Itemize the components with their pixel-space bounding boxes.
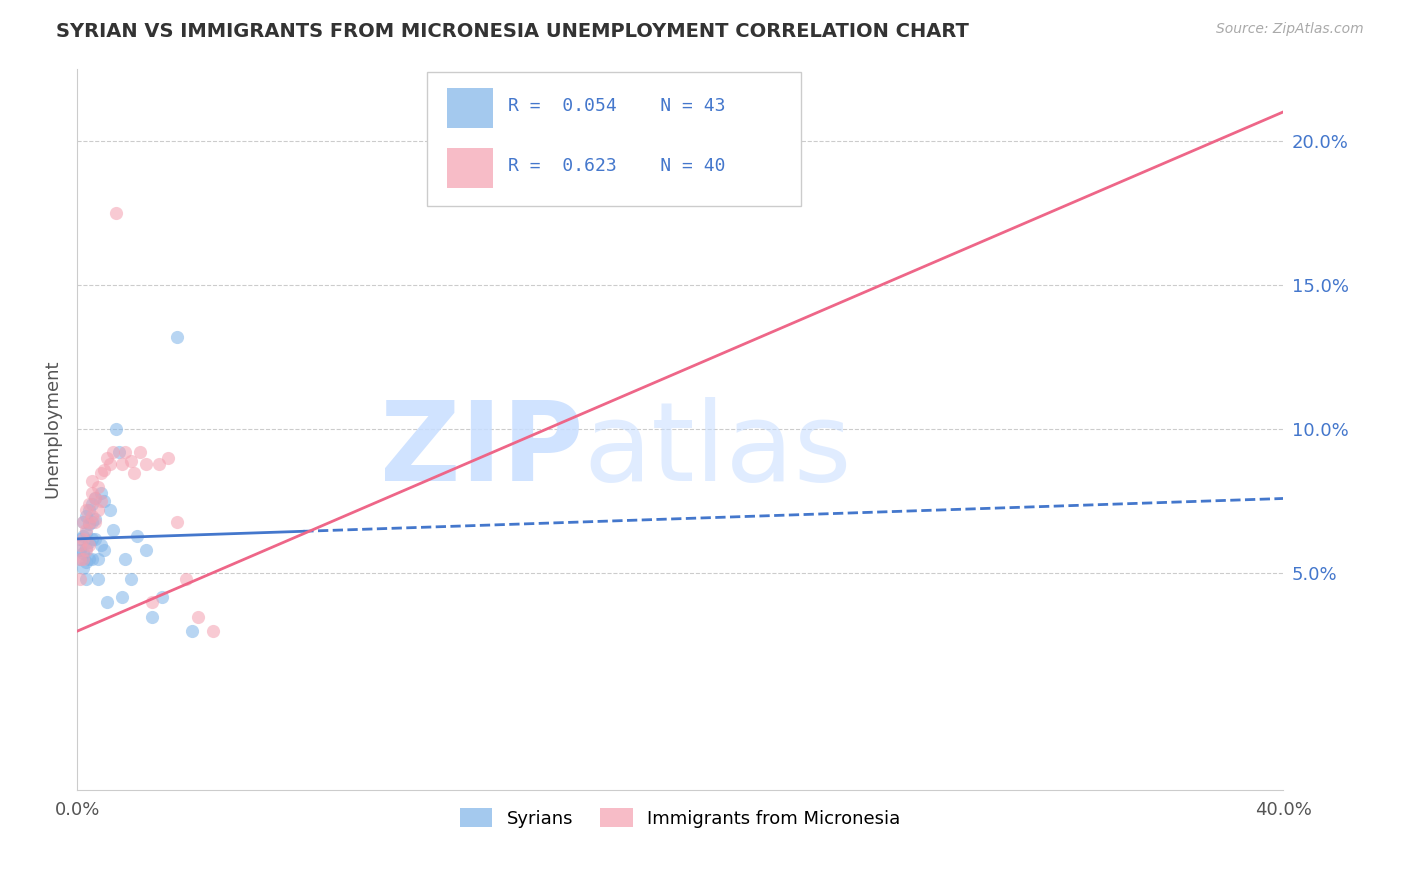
Point <box>69 552 91 566</box>
Point <box>98 457 121 471</box>
Point <box>127 529 149 543</box>
Point <box>84 511 107 525</box>
Point <box>75 572 97 586</box>
Point <box>72 515 94 529</box>
FancyBboxPatch shape <box>427 72 801 205</box>
Text: R =  0.054    N = 43: R = 0.054 N = 43 <box>508 97 725 115</box>
Point <box>103 523 125 537</box>
Legend: Syrians, Immigrants from Micronesia: Syrians, Immigrants from Micronesia <box>453 801 908 835</box>
Point <box>69 538 91 552</box>
Point <box>150 590 173 604</box>
Point <box>93 462 115 476</box>
Point <box>72 546 94 560</box>
Point <box>103 445 125 459</box>
Point <box>77 517 100 532</box>
Point <box>72 552 94 566</box>
Point <box>90 538 112 552</box>
Point <box>156 451 179 466</box>
Point <box>84 491 107 506</box>
Point <box>90 466 112 480</box>
Point <box>72 560 94 574</box>
Point <box>82 532 104 546</box>
Point <box>77 538 100 552</box>
Text: SYRIAN VS IMMIGRANTS FROM MICRONESIA UNEMPLOYMENT CORRELATION CHART: SYRIAN VS IMMIGRANTS FROM MICRONESIA UNE… <box>56 22 969 41</box>
Point <box>84 532 107 546</box>
Point <box>141 595 163 609</box>
Point <box>141 609 163 624</box>
Point <box>87 572 110 586</box>
Point <box>120 454 142 468</box>
Point <box>75 523 97 537</box>
Point <box>75 526 97 541</box>
Point <box>82 508 104 523</box>
Point <box>82 474 104 488</box>
Point <box>69 572 91 586</box>
Point <box>77 503 100 517</box>
Point <box>108 445 131 459</box>
Point <box>75 508 97 523</box>
Text: atlas: atlas <box>583 397 852 504</box>
Point <box>93 494 115 508</box>
Point <box>174 572 197 586</box>
Point <box>124 466 146 480</box>
Point <box>69 532 91 546</box>
Point <box>72 532 94 546</box>
Point <box>84 491 107 506</box>
Point <box>105 422 128 436</box>
Point <box>111 590 134 604</box>
Point <box>82 515 104 529</box>
Point <box>148 457 170 471</box>
Text: R =  0.623    N = 40: R = 0.623 N = 40 <box>508 157 725 175</box>
Point <box>96 595 118 609</box>
Point <box>114 552 136 566</box>
Point <box>77 515 100 529</box>
Point <box>135 543 157 558</box>
Point <box>87 503 110 517</box>
Point <box>111 457 134 471</box>
Point <box>90 494 112 508</box>
Point <box>69 552 91 566</box>
Point <box>187 609 209 624</box>
Point <box>96 451 118 466</box>
FancyBboxPatch shape <box>447 88 494 128</box>
Point <box>75 503 97 517</box>
Point <box>120 572 142 586</box>
Point <box>69 543 91 558</box>
Point <box>135 457 157 471</box>
Point <box>180 624 202 639</box>
Point <box>75 541 97 555</box>
Point <box>75 543 97 558</box>
Point <box>72 515 94 529</box>
Point <box>82 485 104 500</box>
Point <box>201 624 224 639</box>
Point <box>105 206 128 220</box>
Point <box>129 445 152 459</box>
Point <box>77 552 100 566</box>
Point <box>114 445 136 459</box>
Point <box>77 497 100 511</box>
Point <box>93 543 115 558</box>
Text: Source: ZipAtlas.com: Source: ZipAtlas.com <box>1216 22 1364 37</box>
Point <box>84 515 107 529</box>
Point <box>166 515 188 529</box>
Point <box>166 330 188 344</box>
Y-axis label: Unemployment: Unemployment <box>44 360 60 499</box>
Point <box>87 552 110 566</box>
Text: ZIP: ZIP <box>381 397 583 504</box>
Point <box>77 534 100 549</box>
Point <box>82 497 104 511</box>
FancyBboxPatch shape <box>447 148 494 187</box>
Point <box>75 555 97 569</box>
Point <box>82 552 104 566</box>
Point <box>72 529 94 543</box>
Point <box>90 485 112 500</box>
Point <box>87 480 110 494</box>
Point <box>98 503 121 517</box>
